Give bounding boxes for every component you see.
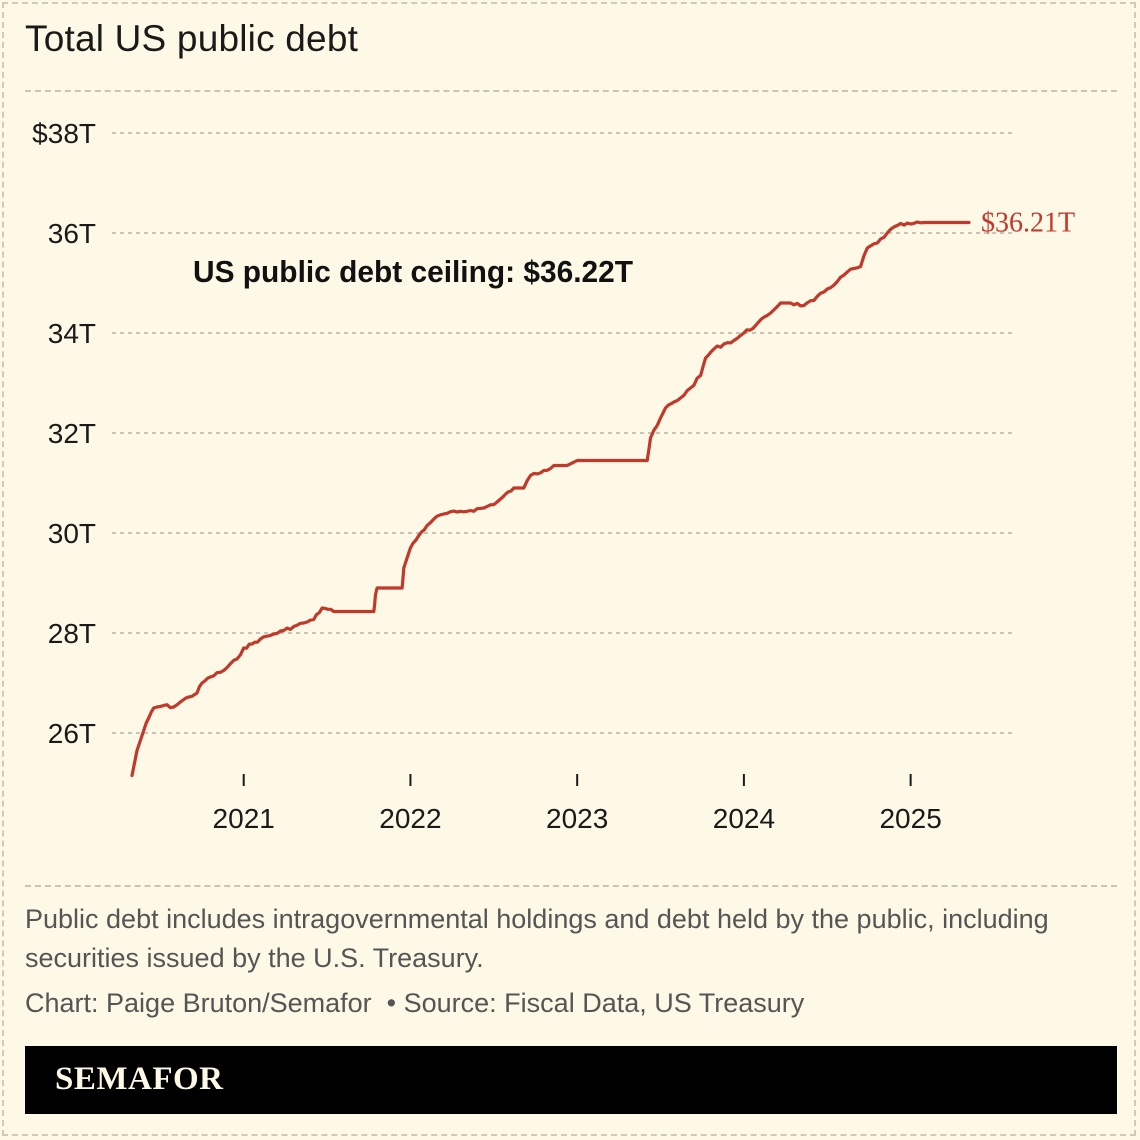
x-tick-label: 2022 xyxy=(379,803,441,834)
x-tick-label: 2024 xyxy=(713,803,775,834)
x-tick-label: 2021 xyxy=(213,803,275,834)
brand-bar: SEMAFOR xyxy=(25,1046,1117,1114)
debt-ceiling-annotation: US public debt ceiling: $36.22T xyxy=(193,254,633,289)
y-tick-label: 26T xyxy=(48,718,96,749)
x-tick-label: 2025 xyxy=(879,803,941,834)
chart-title: Total US public debt xyxy=(25,18,359,59)
semafor-logo: SEMAFOR xyxy=(55,1061,224,1097)
source-credit: Chart: Paige Bruton/Semafor • Source: Fi… xyxy=(25,988,805,1018)
y-tick-label: 30T xyxy=(48,518,96,549)
y-tick-label: 36T xyxy=(48,218,96,249)
top-divider xyxy=(25,90,1117,92)
bottom-divider xyxy=(25,885,1117,887)
x-tick-label: 2023 xyxy=(546,803,608,834)
y-tick-label: 34T xyxy=(48,318,96,349)
x-axis-ticks: 2021 2022 2023 2024 2025 xyxy=(213,774,942,834)
y-axis-ticks: $38T 36T 34T 32T 30T 28T 26T xyxy=(32,118,96,749)
footnote: Public debt includes intragovernmental h… xyxy=(25,904,1049,973)
y-tick-label: 28T xyxy=(48,618,96,649)
end-value-label: $36.21T xyxy=(981,208,1075,239)
y-tick-label: $38T xyxy=(32,118,96,149)
gridlines xyxy=(112,132,1012,734)
y-tick-label: 32T xyxy=(48,418,96,449)
series-line-total-debt xyxy=(130,220,971,778)
